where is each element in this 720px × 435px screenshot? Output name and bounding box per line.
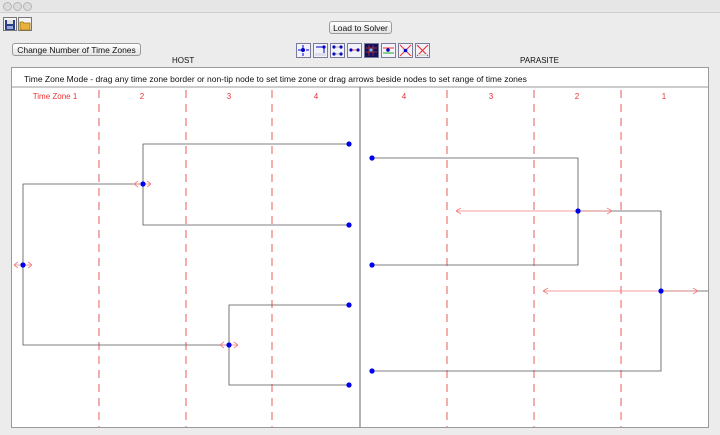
change-time-zones-button[interactable]: Change Number of Time Zones: [12, 43, 141, 56]
save-button[interactable]: [3, 17, 17, 31]
mode-instructions: Time Zone Mode - drag any time zone bord…: [24, 74, 527, 84]
open-folder-icon: [19, 21, 31, 31]
dots-icon[interactable]: [330, 43, 345, 58]
host-label: HOST: [172, 56, 195, 65]
dots-arrow-icon[interactable]: [347, 43, 362, 58]
crossed-arrows-icon[interactable]: [398, 43, 413, 58]
grid-icon[interactable]: [364, 43, 379, 58]
zoom-dot[interactable]: [23, 2, 32, 11]
save-icon: [5, 20, 15, 30]
move-node-icon[interactable]: [296, 43, 311, 58]
tree-canvas[interactable]: [11, 67, 709, 428]
minimize-dot[interactable]: [13, 2, 22, 11]
parasite-label: PARASITE: [520, 56, 559, 65]
solve-icon[interactable]: [313, 43, 328, 58]
close-dot[interactable]: [3, 2, 12, 11]
load-to-solver-button[interactable]: Load to Solver: [329, 21, 392, 34]
color-arrows-icon[interactable]: [381, 43, 396, 58]
open-button[interactable]: [18, 17, 32, 31]
window-titlebar: [0, 0, 720, 13]
delete-icon[interactable]: [415, 43, 430, 58]
